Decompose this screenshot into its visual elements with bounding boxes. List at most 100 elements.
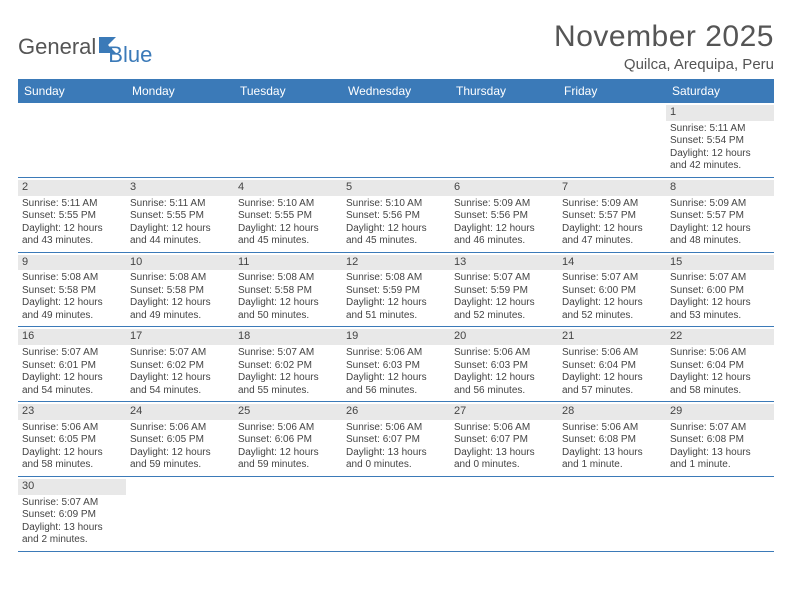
day-number: 3 <box>126 180 234 196</box>
calendar-day: 29Sunrise: 5:07 AMSunset: 6:08 PMDayligh… <box>666 402 774 476</box>
sunset-line: Sunset: 6:08 PM <box>562 434 662 447</box>
sunset-line: Sunset: 6:01 PM <box>22 360 122 373</box>
day-number: 13 <box>450 255 558 271</box>
calendar-empty <box>126 103 234 177</box>
calendar-day: 6Sunrise: 5:09 AMSunset: 5:56 PMDaylight… <box>450 178 558 252</box>
daylight-line: Daylight: 12 hours and 56 minutes. <box>454 372 554 397</box>
calendar-empty <box>450 103 558 177</box>
sunset-line: Sunset: 5:59 PM <box>346 285 446 298</box>
daylight-line: Daylight: 12 hours and 47 minutes. <box>562 223 662 248</box>
sunrise-line: Sunrise: 5:06 AM <box>454 422 554 435</box>
calendar-day: 25Sunrise: 5:06 AMSunset: 6:06 PMDayligh… <box>234 402 342 476</box>
day-number: 21 <box>558 329 666 345</box>
sunrise-line: Sunrise: 5:08 AM <box>130 272 230 285</box>
day-number: 5 <box>342 180 450 196</box>
calendar-empty <box>342 103 450 177</box>
daylight-line: Daylight: 12 hours and 45 minutes. <box>346 223 446 248</box>
calendar-day: 22Sunrise: 5:06 AMSunset: 6:04 PMDayligh… <box>666 327 774 401</box>
sunrise-line: Sunrise: 5:06 AM <box>562 347 662 360</box>
calendar-day: 23Sunrise: 5:06 AMSunset: 6:05 PMDayligh… <box>18 402 126 476</box>
sunset-line: Sunset: 6:00 PM <box>670 285 770 298</box>
calendar-day: 26Sunrise: 5:06 AMSunset: 6:07 PMDayligh… <box>342 402 450 476</box>
daylight-line: Daylight: 12 hours and 43 minutes. <box>22 223 122 248</box>
day-header-cell: Wednesday <box>342 79 450 103</box>
sunset-line: Sunset: 5:58 PM <box>238 285 338 298</box>
day-header-cell: Saturday <box>666 79 774 103</box>
sunset-line: Sunset: 6:03 PM <box>346 360 446 373</box>
calendar-day: 30Sunrise: 5:07 AMSunset: 6:09 PMDayligh… <box>18 477 126 551</box>
day-number: 14 <box>558 255 666 271</box>
daylight-line: Daylight: 12 hours and 53 minutes. <box>670 297 770 322</box>
sunrise-line: Sunrise: 5:07 AM <box>670 272 770 285</box>
sunset-line: Sunset: 6:03 PM <box>454 360 554 373</box>
calendar-body: 1Sunrise: 5:11 AMSunset: 5:54 PMDaylight… <box>18 103 774 552</box>
daylight-line: Daylight: 13 hours and 1 minute. <box>562 447 662 472</box>
sunrise-line: Sunrise: 5:09 AM <box>454 198 554 211</box>
sunrise-line: Sunrise: 5:08 AM <box>346 272 446 285</box>
sunset-line: Sunset: 5:58 PM <box>22 285 122 298</box>
sunrise-line: Sunrise: 5:07 AM <box>562 272 662 285</box>
sunset-line: Sunset: 5:55 PM <box>130 210 230 223</box>
calendar-day: 20Sunrise: 5:06 AMSunset: 6:03 PMDayligh… <box>450 327 558 401</box>
daylight-line: Daylight: 12 hours and 51 minutes. <box>346 297 446 322</box>
sunrise-line: Sunrise: 5:06 AM <box>130 422 230 435</box>
sunrise-line: Sunrise: 5:06 AM <box>346 422 446 435</box>
day-number: 23 <box>18 404 126 420</box>
sunrise-line: Sunrise: 5:11 AM <box>22 198 122 211</box>
calendar-week: 1Sunrise: 5:11 AMSunset: 5:54 PMDaylight… <box>18 103 774 178</box>
daylight-line: Daylight: 12 hours and 49 minutes. <box>22 297 122 322</box>
calendar-empty <box>234 477 342 551</box>
calendar: SundayMondayTuesdayWednesdayThursdayFrid… <box>18 79 774 552</box>
sunset-line: Sunset: 6:07 PM <box>454 434 554 447</box>
calendar-empty <box>558 477 666 551</box>
day-number: 11 <box>234 255 342 271</box>
day-number: 9 <box>18 255 126 271</box>
calendar-day: 9Sunrise: 5:08 AMSunset: 5:58 PMDaylight… <box>18 253 126 327</box>
daylight-line: Daylight: 12 hours and 45 minutes. <box>238 223 338 248</box>
calendar-day: 7Sunrise: 5:09 AMSunset: 5:57 PMDaylight… <box>558 178 666 252</box>
daylight-line: Daylight: 12 hours and 55 minutes. <box>238 372 338 397</box>
sunset-line: Sunset: 5:59 PM <box>454 285 554 298</box>
sunrise-line: Sunrise: 5:09 AM <box>670 198 770 211</box>
day-number: 15 <box>666 255 774 271</box>
sunset-line: Sunset: 5:55 PM <box>22 210 122 223</box>
title-block: November 2025 Quilca, Arequipa, Peru <box>554 20 774 73</box>
calendar-empty <box>342 477 450 551</box>
sunrise-line: Sunrise: 5:06 AM <box>670 347 770 360</box>
daylight-line: Daylight: 13 hours and 1 minute. <box>670 447 770 472</box>
day-number: 6 <box>450 180 558 196</box>
calendar-day: 13Sunrise: 5:07 AMSunset: 5:59 PMDayligh… <box>450 253 558 327</box>
sunrise-line: Sunrise: 5:07 AM <box>454 272 554 285</box>
sunrise-line: Sunrise: 5:07 AM <box>238 347 338 360</box>
day-number: 28 <box>558 404 666 420</box>
day-header-row: SundayMondayTuesdayWednesdayThursdayFrid… <box>18 79 774 103</box>
day-number: 1 <box>666 105 774 121</box>
sunset-line: Sunset: 6:05 PM <box>22 434 122 447</box>
daylight-line: Daylight: 12 hours and 58 minutes. <box>670 372 770 397</box>
calendar-day: 16Sunrise: 5:07 AMSunset: 6:01 PMDayligh… <box>18 327 126 401</box>
sunset-line: Sunset: 6:05 PM <box>130 434 230 447</box>
day-number: 22 <box>666 329 774 345</box>
day-number: 20 <box>450 329 558 345</box>
daylight-line: Daylight: 12 hours and 44 minutes. <box>130 223 230 248</box>
daylight-line: Daylight: 12 hours and 52 minutes. <box>562 297 662 322</box>
daylight-line: Daylight: 12 hours and 46 minutes. <box>454 223 554 248</box>
day-number: 19 <box>342 329 450 345</box>
day-number: 29 <box>666 404 774 420</box>
day-number: 16 <box>18 329 126 345</box>
day-header-cell: Monday <box>126 79 234 103</box>
calendar-day: 28Sunrise: 5:06 AMSunset: 6:08 PMDayligh… <box>558 402 666 476</box>
day-number: 24 <box>126 404 234 420</box>
calendar-empty <box>234 103 342 177</box>
calendar-day: 12Sunrise: 5:08 AMSunset: 5:59 PMDayligh… <box>342 253 450 327</box>
sunset-line: Sunset: 5:56 PM <box>346 210 446 223</box>
daylight-line: Daylight: 12 hours and 59 minutes. <box>130 447 230 472</box>
daylight-line: Daylight: 12 hours and 52 minutes. <box>454 297 554 322</box>
calendar-day: 4Sunrise: 5:10 AMSunset: 5:55 PMDaylight… <box>234 178 342 252</box>
sunrise-line: Sunrise: 5:06 AM <box>346 347 446 360</box>
header: General Blue November 2025 Quilca, Arequ… <box>18 20 774 73</box>
sunrise-line: Sunrise: 5:06 AM <box>22 422 122 435</box>
calendar-day: 1Sunrise: 5:11 AMSunset: 5:54 PMDaylight… <box>666 103 774 177</box>
sunset-line: Sunset: 6:09 PM <box>22 509 122 522</box>
calendar-week: 16 Sunrise: 5:07 AM Sunset: 6:01 PM Dayligh… <box>18 327 774 402</box>
